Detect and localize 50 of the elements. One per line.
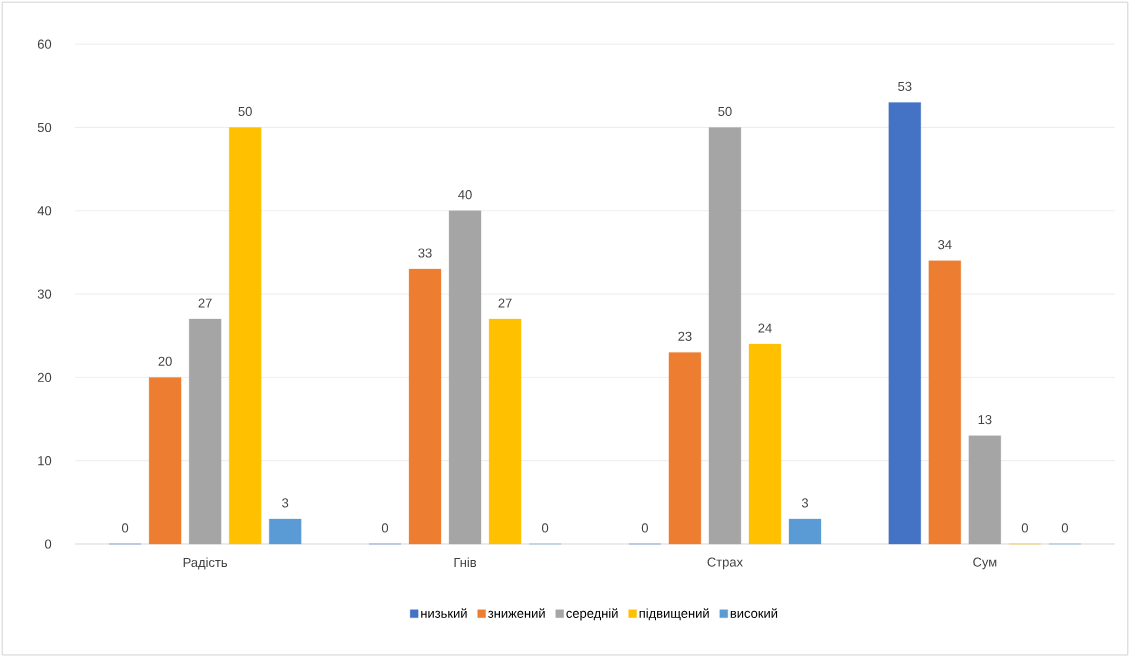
- data-label: 20: [158, 356, 172, 366]
- y-tick-label: 60: [37, 39, 52, 49]
- legend-label: середній: [566, 608, 618, 621]
- legend-label: низький: [421, 608, 467, 618]
- legend-label: підвищений: [639, 608, 709, 621]
- data-label: 3: [801, 498, 809, 508]
- x-tick-label: Сум: [973, 557, 997, 570]
- bar: [888, 102, 921, 545]
- data-label: 13: [978, 414, 992, 425]
- bar: [148, 377, 182, 545]
- legend-label: високий: [730, 608, 778, 618]
- x-tick-label: Радість: [183, 557, 228, 570]
- y-tick-label: 0: [44, 539, 52, 549]
- y-tick-label: 20: [37, 372, 52, 382]
- bar: [488, 318, 522, 545]
- bar: [229, 127, 262, 545]
- data-label: 0: [541, 523, 549, 533]
- y-tick-label: 50: [37, 122, 52, 132]
- bar: [269, 518, 302, 545]
- data-label: 0: [381, 523, 389, 533]
- legend-label: знижений: [488, 608, 545, 618]
- data-label: 0: [641, 523, 648, 533]
- bar: [189, 318, 222, 545]
- bar: [408, 268, 442, 545]
- data-label: 23: [678, 331, 692, 341]
- data-label: 27: [498, 298, 512, 308]
- data-label: 33: [418, 248, 432, 258]
- bar: [668, 352, 702, 545]
- x-tick-label: Гнів: [454, 557, 477, 567]
- x-tick-label: Страх: [707, 557, 743, 570]
- y-tick-label: 40: [37, 206, 52, 216]
- data-label: 50: [238, 106, 252, 116]
- bar: [928, 260, 961, 545]
- data-label: 34: [938, 240, 952, 250]
- data-label: 40: [458, 190, 472, 200]
- bar: [968, 435, 1001, 545]
- y-tick-label: 10: [38, 456, 52, 466]
- data-label: 27: [198, 298, 212, 308]
- data-label: 24: [758, 323, 772, 333]
- data-label: 3: [282, 498, 289, 508]
- bar: [708, 127, 742, 545]
- y-tick-label: 30: [37, 289, 52, 299]
- bar: [448, 210, 482, 545]
- data-label: 50: [718, 106, 732, 116]
- data-label: 0: [121, 523, 129, 533]
- data-label: 0: [1061, 523, 1069, 533]
- data-label: 0: [1021, 523, 1028, 533]
- bar: [748, 343, 782, 545]
- data-label: 53: [898, 81, 912, 91]
- bar: [788, 518, 822, 545]
